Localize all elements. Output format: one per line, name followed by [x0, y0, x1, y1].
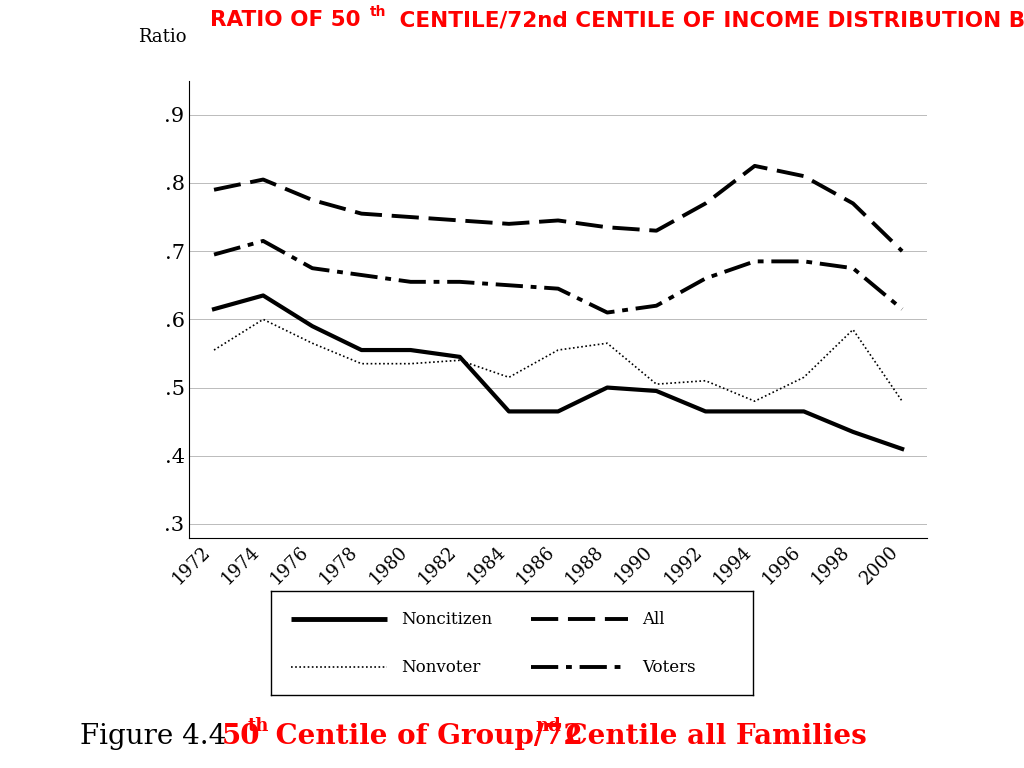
Text: Voters: Voters: [642, 658, 695, 676]
Text: Nonvoter: Nonvoter: [401, 658, 480, 676]
Text: CENTILE/72nd CENTILE OF INCOME DISTRIBUTION BY GROUP: CENTILE/72nd CENTILE OF INCOME DISTRIBUT…: [392, 10, 1024, 30]
Text: th: th: [248, 717, 269, 735]
Text: All: All: [642, 611, 665, 628]
Text: Figure 4.4: Figure 4.4: [80, 723, 236, 750]
Text: Centile all Families: Centile all Families: [556, 723, 866, 750]
Text: nd: nd: [535, 717, 561, 735]
Text: th: th: [370, 5, 386, 19]
Text: Noncitizen: Noncitizen: [401, 611, 493, 628]
Text: 50: 50: [222, 723, 260, 750]
Text: RATIO OF 50: RATIO OF 50: [210, 10, 360, 30]
Text: Centile of Group/72: Centile of Group/72: [266, 723, 583, 750]
Text: Ratio: Ratio: [138, 28, 186, 46]
